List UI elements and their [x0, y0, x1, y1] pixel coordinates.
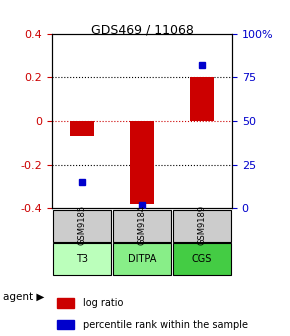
- Bar: [130, 121, 154, 204]
- Bar: [70, 121, 94, 136]
- Text: CGS: CGS: [192, 254, 212, 264]
- FancyBboxPatch shape: [173, 243, 231, 275]
- Bar: [190, 77, 214, 121]
- Bar: [57, 320, 74, 329]
- Text: GSM9189: GSM9189: [197, 205, 206, 245]
- FancyBboxPatch shape: [113, 210, 171, 242]
- FancyBboxPatch shape: [53, 210, 111, 242]
- Text: agent ▶: agent ▶: [3, 292, 44, 302]
- Text: percentile rank within the sample: percentile rank within the sample: [83, 320, 248, 330]
- Bar: [57, 298, 74, 308]
- Text: GDS469 / 11068: GDS469 / 11068: [91, 24, 193, 37]
- Text: T3: T3: [76, 254, 88, 264]
- FancyBboxPatch shape: [53, 243, 111, 275]
- Text: DITPA: DITPA: [128, 254, 156, 264]
- Text: log ratio: log ratio: [83, 298, 124, 308]
- FancyBboxPatch shape: [113, 243, 171, 275]
- Text: GSM9184: GSM9184: [137, 205, 147, 245]
- Text: GSM9185: GSM9185: [78, 205, 87, 245]
- FancyBboxPatch shape: [173, 210, 231, 242]
